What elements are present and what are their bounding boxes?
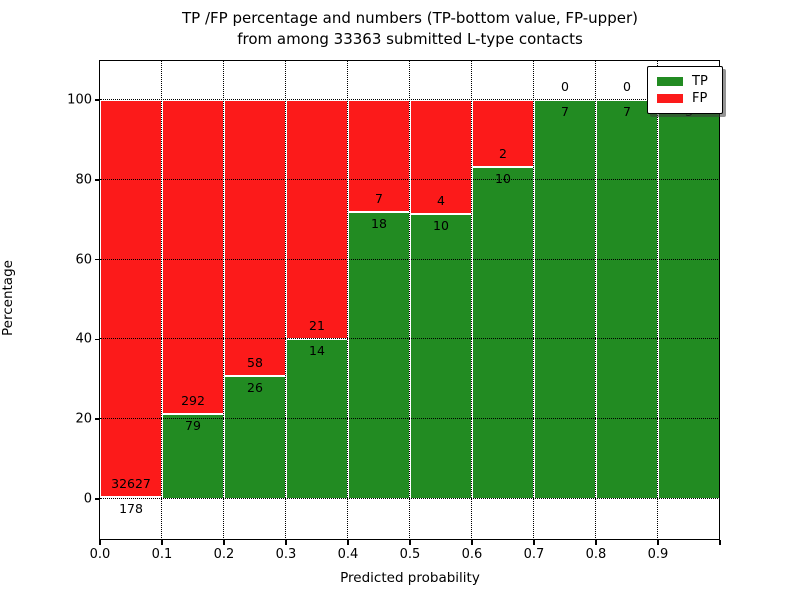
fp-bar-0.4-0.5 (348, 100, 410, 212)
fp-count-label: 21 (309, 318, 325, 334)
y-tick-label: 20 (75, 411, 92, 427)
fp-count-label: 58 (247, 354, 263, 370)
y-tick (95, 338, 100, 341)
x-tick-label: 0.3 (275, 547, 297, 562)
fp-count-label: 0 (623, 79, 631, 94)
gridline-y-0 (100, 498, 720, 499)
gridline-x (595, 61, 596, 540)
fp-bar-0.5-0.6 (410, 100, 472, 214)
x-axis-title: Predicted probability (340, 570, 480, 586)
y-tick (95, 99, 100, 101)
fp-count-label: 292 (181, 393, 205, 409)
x-tick-label: 0.7 (523, 547, 545, 562)
tp-count-label: 178 (119, 500, 143, 516)
y-tick-label: 60 (75, 252, 92, 268)
x-tick-label: 0.2 (213, 547, 235, 562)
tp-count-label: 7 (561, 104, 569, 119)
fp-count-label: 4 (437, 192, 445, 208)
gridline-y-40 (100, 338, 720, 340)
legend: TP FP (647, 66, 723, 114)
y-tick-label: 0 (83, 491, 92, 507)
fp-swatch-icon (657, 94, 683, 103)
x-tick (719, 540, 721, 545)
gridline-x (533, 61, 534, 540)
x-tick (99, 540, 101, 545)
x-tick (595, 540, 597, 545)
chart-title-line2: from among 33363 submitted L-type contac… (237, 30, 583, 48)
tp-bar-0.1-0.2 (162, 414, 224, 499)
tp-bar-0.4-0.5 (348, 211, 410, 499)
tp-count-label: 79 (185, 418, 201, 434)
x-tick (223, 540, 225, 545)
gridline-x (347, 61, 348, 540)
gridline-y-60 (100, 258, 720, 260)
fp-bar-0.2-0.3 (224, 100, 286, 376)
chart-title-line1: TP /FP percentage and numbers (TP-bottom… (182, 9, 638, 27)
x-tick-label: 0.4 (337, 547, 359, 562)
fp-bar-0.0-0.1 (100, 100, 162, 497)
fp-count-label: 0 (561, 79, 569, 94)
x-tick (161, 540, 163, 545)
fp-count-label: 7 (375, 190, 383, 206)
gridline-x (409, 61, 410, 540)
x-tick-label: 0.8 (585, 547, 607, 562)
y-tick (95, 418, 100, 420)
fp-bar-0.1-0.2 (162, 100, 224, 415)
x-tick-label: 0.6 (461, 547, 483, 562)
gridline-x (657, 61, 658, 540)
y-tick (95, 258, 100, 261)
gridline-y-80 (100, 178, 720, 180)
chart-title: TP /FP percentage and numbers (TP-bottom… (0, 8, 800, 50)
x-tick (533, 540, 535, 545)
tp-bar-0.5-0.6 (410, 213, 472, 499)
y-tick (95, 498, 100, 500)
y-tick-label: 100 (67, 92, 92, 108)
fp-count-label: 32627 (111, 475, 151, 491)
tp-bar-0.6-0.7 (472, 166, 534, 499)
tp-count-label: 14 (309, 343, 325, 359)
x-tick (347, 540, 349, 545)
tp-bar-0.8-0.9 (596, 100, 658, 499)
tp-bar-0.7-0.8 (534, 100, 596, 499)
legend-label-tp: TP (692, 74, 708, 89)
x-tick (285, 540, 287, 545)
x-tick-label: 0.9 (647, 547, 669, 562)
tp-bar-0.9-1.0 (658, 100, 720, 499)
x-tick-label: 0.5 (399, 547, 421, 562)
tp-count-label: 18 (371, 215, 387, 231)
gridline-x (471, 61, 472, 540)
legend-item-fp: FP (657, 90, 722, 107)
x-tick-label: 0.1 (151, 547, 173, 562)
tp-count-label: 10 (433, 217, 449, 233)
x-tick (471, 540, 473, 545)
x-tick-label: 0.0 (89, 547, 111, 562)
tp-count-label: 26 (247, 379, 263, 395)
y-tick-label: 80 (75, 172, 92, 188)
legend-item-tp: TP (657, 73, 722, 90)
x-tick (409, 540, 411, 545)
gridline-x (161, 61, 162, 540)
gridline-x (285, 61, 286, 540)
gridline-y-20 (100, 418, 720, 420)
y-tick-label: 40 (75, 331, 92, 347)
tp-bar-0.3-0.4 (286, 339, 348, 499)
tp-count-label: 7 (623, 104, 631, 119)
fp-bar-0.3-0.4 (286, 100, 348, 340)
y-axis-title: Percentage (0, 260, 16, 336)
fp-count-label: 2 (499, 145, 507, 161)
fp-bar-0.6-0.7 (472, 100, 534, 167)
y-tick (95, 179, 100, 181)
legend-label-fp: FP (692, 91, 708, 106)
x-tick (657, 540, 659, 545)
tp-count-label: 10 (495, 170, 511, 186)
gridline-y-100 (100, 99, 720, 100)
tp-swatch-icon (657, 77, 683, 86)
gridline-x (223, 61, 224, 540)
